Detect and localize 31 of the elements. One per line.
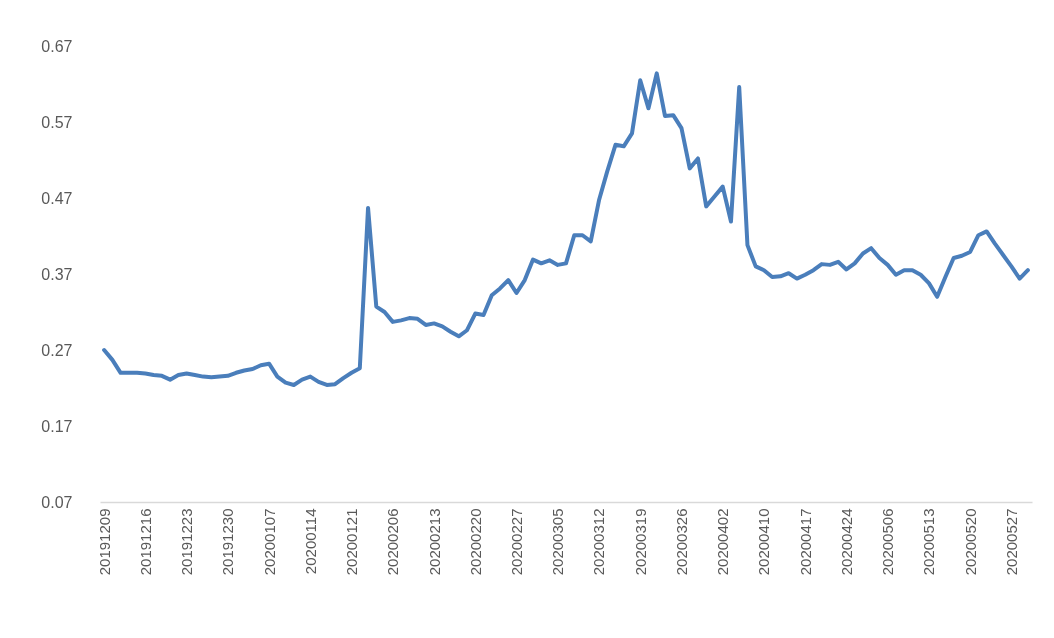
y-tick-label: 0.07 [41,493,73,511]
x-tick-label: 20200410 [755,508,773,576]
x-tick-label: 20200312 [590,508,608,576]
x-tick-label: 20200506 [879,508,897,576]
x-tick-label: 20191223 [178,508,196,576]
x-tick-label: 20200520 [961,508,979,576]
line-series [102,71,1030,387]
y-tick-label: 0.17 [41,417,73,435]
x-tick-label: 20200206 [384,508,402,576]
x-tick-label: 20191216 [136,508,154,576]
x-tick-label: 20200121 [343,508,361,576]
x-tick-label: 20200326 [672,508,690,576]
x-tick-label: 20200114 [301,508,319,575]
x-tick-label: 20200417 [796,508,814,576]
x-tick-label: 20200227 [508,508,526,576]
y-tick-label: 0.37 [41,265,73,283]
x-tick-label: 20191209 [95,508,113,576]
y-tick-label: 0.57 [41,113,73,131]
y-tick-label: 0.47 [41,189,73,207]
x-tick-label: 20191230 [219,508,237,576]
x-tick-label: 20200107 [260,508,278,576]
y-tick-label: 0.67 [41,37,73,55]
x-tick-label: 20200213 [425,508,443,576]
x-tick-label: 20200305 [549,508,567,576]
x-tick-label: 20200527 [1002,508,1020,576]
x-tick-label: 20200402 [714,508,732,576]
x-tick-label: 20200319 [631,508,649,576]
x-tick-label: 20200424 [837,508,855,576]
x-tick-label: 20200513 [920,508,938,576]
y-tick-label: 0.27 [41,341,73,359]
x-tick-label: 20200220 [466,508,484,576]
